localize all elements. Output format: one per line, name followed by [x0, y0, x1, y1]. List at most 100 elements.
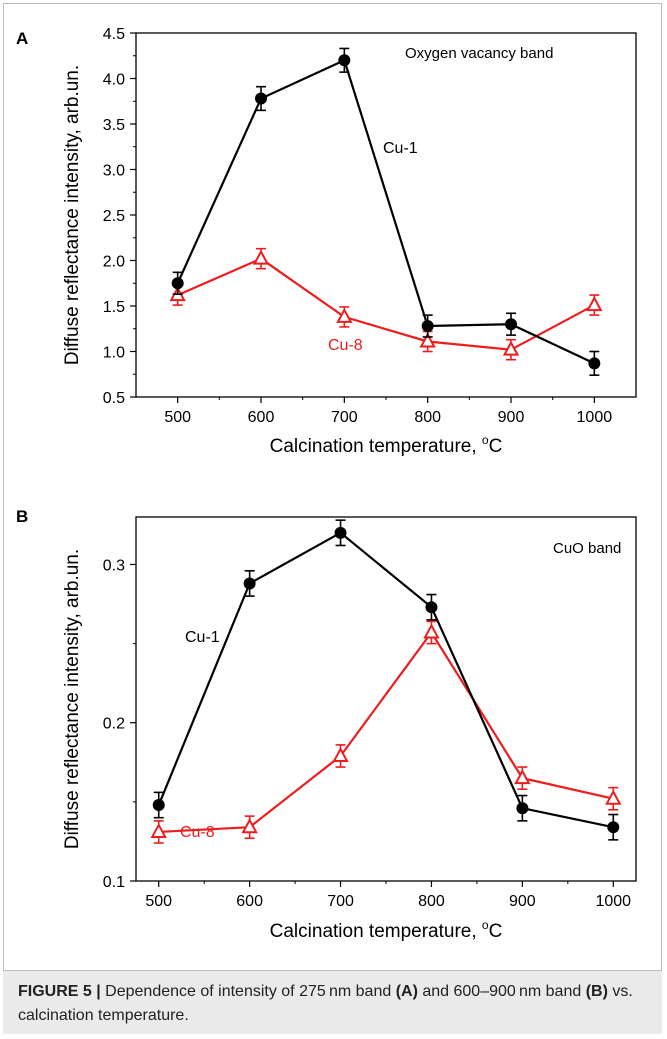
y-tick-label-a-0: 0.5	[103, 390, 125, 407]
caption-area	[3, 970, 662, 1034]
data-point-cu1-a-800	[421, 314, 434, 338]
caption-text-3: vs. calcination temperature.	[18, 983, 633, 1024]
data-point-cu8-a-700	[336, 306, 353, 328]
y-tick-label-a-2: 1.5	[103, 299, 125, 316]
y-tick-label-a-1: 1.0	[103, 345, 125, 362]
data-point-cu1-b-1000	[607, 813, 620, 841]
marker-circle	[171, 277, 184, 290]
data-point-cu1-b-500	[152, 791, 165, 819]
marker-triangle	[419, 332, 436, 348]
caption-divider	[3, 970, 662, 971]
caption-ref-a: (A)	[395, 983, 418, 1000]
x-tick-label-b-600: 600	[236, 893, 263, 910]
series-line-cu1-a	[176, 58, 595, 365]
x-tick-label-a-600: 600	[248, 409, 275, 426]
caption-text-2: and 600–900 nm band	[417, 983, 586, 1000]
x-tick-label-a-900: 900	[498, 409, 525, 426]
y-tick-label-a-4: 2.5	[103, 208, 125, 225]
x-axis-label-a: Calcination temperature, oC	[270, 433, 503, 457]
chart-panel-a: A Oxygen vacancy band Cu-1 Cu-8 Diffuse …	[16, 26, 637, 457]
data-point-cu1-a-700	[338, 47, 351, 73]
series-line-cu8-b	[158, 630, 614, 834]
x-tick-label-b-500: 500	[145, 893, 172, 910]
series-label-cu1-b: Cu-1	[185, 629, 220, 646]
data-point-cu1-b-900	[516, 794, 529, 822]
marker-circle	[255, 92, 267, 105]
series-line-cu8-a	[177, 257, 595, 351]
data-point-cu8-b-800	[423, 620, 440, 645]
annotation-oxygen-vacancy-band: Oxygen vacancy band	[405, 45, 553, 62]
caption-ref-b: (B)	[585, 983, 608, 1000]
marker-circle	[516, 802, 529, 815]
marker-circle	[152, 799, 165, 812]
data-point-cu8-a-600	[252, 247, 270, 270]
caption-label: FIGURE 5 |	[18, 983, 101, 1000]
series-line-cu1-b	[157, 531, 614, 829]
x-tick-label-b-800: 800	[418, 893, 445, 910]
x-tick-label-a-700: 700	[331, 409, 358, 426]
series-label-cu1-a: Cu-1	[383, 140, 418, 157]
marker-triangle	[605, 789, 622, 805]
y-axis-label-b: Diffuse reflectance intensity, arb.un.	[62, 549, 83, 849]
caption-text-1: Dependence of intensity of 275 nm band	[100, 983, 396, 1000]
x-tick-label-a-500: 500	[164, 409, 191, 426]
marker-circle	[338, 54, 351, 67]
marker-circle	[607, 821, 620, 834]
marker-triangle	[336, 307, 353, 323]
marker-triangle	[423, 623, 440, 639]
marker-triangle	[502, 340, 520, 356]
y-tick-label-b-1: 0.2	[103, 716, 125, 733]
data-point-cu8-b-700	[332, 744, 349, 768]
data-point-cu8-b-900	[514, 766, 531, 791]
marker-triangle	[252, 249, 270, 265]
axis-ticks-a: 500 600 700 800 900 1000 0.5 1.0 1.5 2.0 2.5 3.0 3.5…	[103, 26, 612, 426]
data-marks-a	[169, 47, 603, 376]
data-point-cu1-b-600	[243, 570, 256, 597]
data-point-cu8-a-900	[502, 338, 520, 361]
plot-frame-a	[135, 32, 637, 398]
data-point-cu1-a-1000	[588, 350, 601, 376]
figure-charts: A Oxygen vacancy band Cu-1 Cu-8 Diffuse …	[16, 26, 637, 942]
marker-circle	[505, 318, 517, 331]
data-point-cu8-b-500	[150, 820, 167, 844]
marker-triangle	[150, 822, 167, 838]
data-marks-b	[150, 519, 622, 844]
chart-panel-b: B CuO band Cu-1 Cu-8 Diffuse reflectance…	[16, 507, 637, 942]
y-tick-label-a-8: 4.5	[103, 26, 125, 43]
marker-triangle	[586, 295, 603, 312]
figure-frame	[3, 3, 662, 1034]
x-tick-label-b-900: 900	[509, 893, 536, 910]
marker-circle	[421, 320, 434, 333]
data-point-cu1-b-700	[334, 519, 347, 547]
series-label-cu8-a: Cu-8	[328, 337, 363, 354]
x-axis-label-b: Calcination temperature, oC	[270, 918, 503, 942]
x-tick-label-b-700: 700	[327, 893, 354, 910]
data-point-cu8-a-1000	[586, 294, 603, 316]
y-tick-label-b-0: 0.1	[103, 874, 125, 891]
data-point-cu1-a-500	[171, 271, 184, 295]
data-point-cu1-a-600	[255, 85, 267, 112]
y-tick-label-a-7: 4.0	[103, 72, 125, 89]
marker-circle	[425, 601, 438, 614]
marker-circle	[243, 577, 256, 590]
marker-triangle	[332, 746, 349, 762]
marker-circle	[334, 526, 347, 539]
y-tick-label-a-6: 3.5	[103, 117, 125, 134]
y-tick-label-a-3: 2.0	[103, 254, 125, 271]
marker-triangle	[241, 818, 258, 834]
series-label-cu8-b: Cu-8	[180, 824, 215, 841]
panel-label-b: B	[16, 507, 28, 526]
marker-triangle	[514, 769, 531, 785]
x-tick-label-a-1000: 1000	[577, 409, 613, 426]
x-tick-label-b-1000: 1000	[595, 893, 631, 910]
data-point-cu8-b-600	[241, 815, 258, 840]
axis-ticks-b: 500 600 700 800 900 1000 0.1 0.2 0.3	[103, 557, 631, 910]
marker-circle	[588, 357, 601, 370]
data-point-cu1-b-800	[425, 593, 438, 621]
data-point-cu1-a-900	[505, 312, 517, 336]
y-tick-label-b-2: 0.3	[103, 557, 125, 574]
annotation-cuo-band: CuO band	[553, 540, 621, 557]
x-tick-label-a-800: 800	[414, 409, 441, 426]
y-tick-label-a-5: 3.0	[103, 163, 125, 180]
figure-caption: FIGURE 5 | Dependence of intensity of 27…	[18, 980, 648, 1028]
